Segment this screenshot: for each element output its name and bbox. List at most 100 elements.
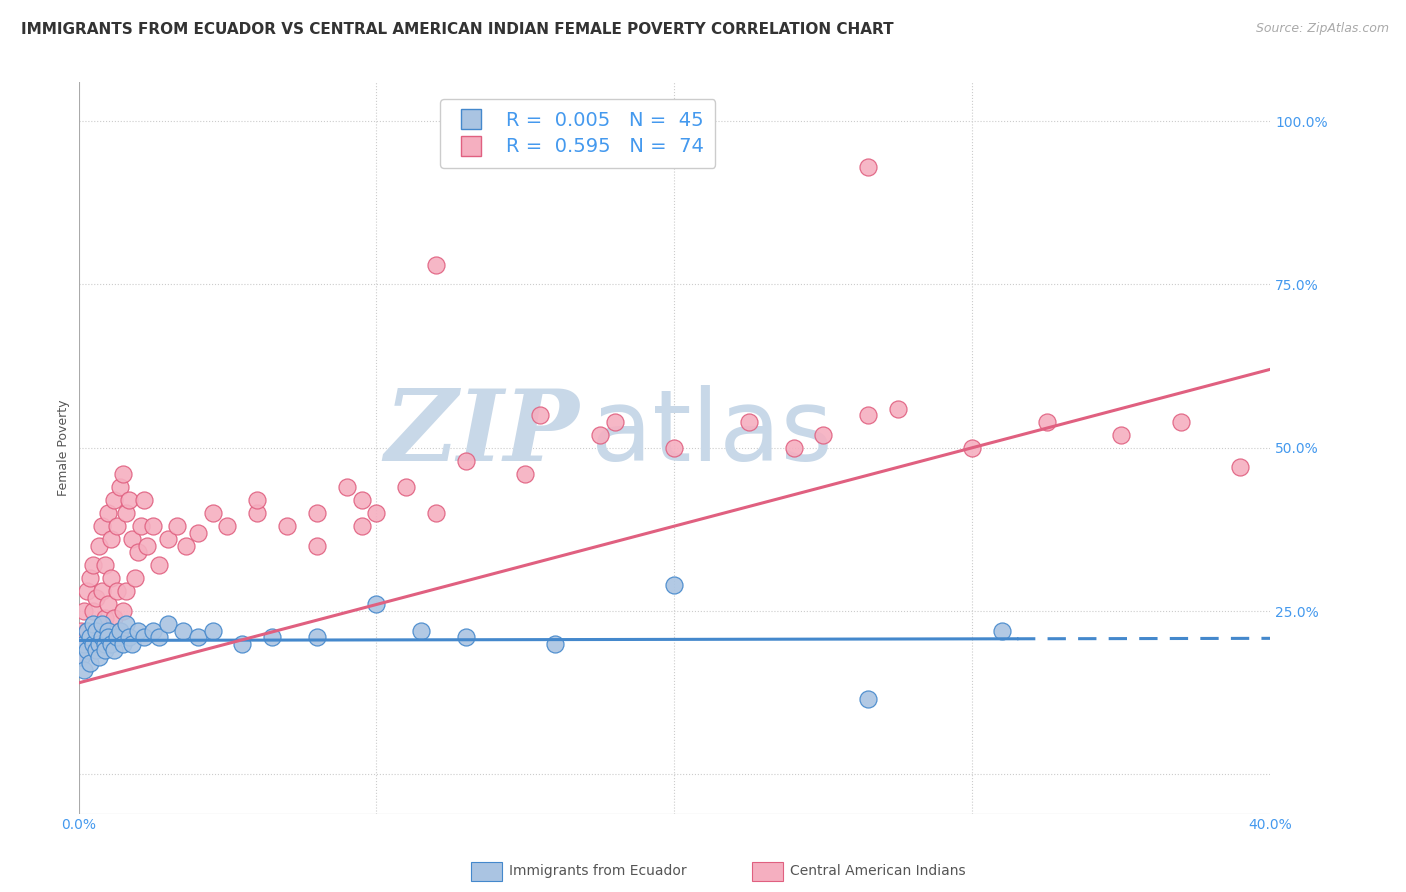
Point [94,637,117,651]
Point [105,584,128,599]
Point [79,643,101,657]
Point [136,539,159,553]
Point [97,624,120,638]
Point [112,604,135,618]
Point [97,630,120,644]
Point [115,584,138,599]
Point [100,532,122,546]
Point [121,532,143,546]
Point [411,624,433,638]
Point [70,649,93,664]
Point [76,624,98,638]
Point [91,519,114,533]
Point [112,637,135,651]
Point [97,598,120,612]
Point [529,408,551,422]
Point [454,630,477,644]
Point [1229,460,1251,475]
Text: Immigrants from Ecuador: Immigrants from Ecuador [509,864,686,879]
Point [115,617,138,632]
Point [118,493,141,508]
Point [76,643,98,657]
Point [991,624,1014,638]
Point [132,493,155,508]
Point [366,598,388,612]
Point [76,584,98,599]
Point [201,624,224,638]
Text: Source: ZipAtlas.com: Source: ZipAtlas.com [1256,22,1389,36]
Point [148,558,170,573]
Point [100,637,122,651]
Point [1170,415,1192,429]
Point [782,441,804,455]
Point [70,649,93,664]
Point [73,663,96,677]
Point [350,519,373,533]
Y-axis label: Female Poverty: Female Poverty [58,400,70,496]
Point [544,637,567,651]
Point [305,506,328,520]
Point [148,630,170,644]
Point [231,637,253,651]
Point [94,643,117,657]
Point [105,519,128,533]
Point [246,506,269,520]
Point [813,427,835,442]
Point [86,643,108,657]
Point [82,617,104,632]
Point [86,591,108,605]
Point [103,493,125,508]
Point [856,692,879,706]
Point [454,454,477,468]
Point [142,519,165,533]
Point [79,657,101,671]
Point [89,539,111,553]
Point [82,558,104,573]
Point [91,630,114,644]
Point [121,637,143,651]
Point [127,624,149,638]
Point [201,506,224,520]
Point [350,493,373,508]
Point [856,408,879,422]
Point [305,539,328,553]
Point [166,519,188,533]
Point [246,493,269,508]
Text: IMMIGRANTS FROM ECUADOR VS CENTRAL AMERICAN INDIAN FEMALE POVERTY CORRELATION CH: IMMIGRANTS FROM ECUADOR VS CENTRAL AMERI… [21,22,894,37]
Point [105,630,128,644]
Point [82,604,104,618]
Point [276,519,298,533]
Point [91,584,114,599]
Point [86,637,108,651]
Point [156,532,179,546]
Point [425,506,447,520]
Point [115,506,138,520]
Point [94,558,117,573]
Point [366,506,388,520]
Point [86,624,108,638]
Point [1109,427,1132,442]
Point [89,649,111,664]
Point [142,624,165,638]
Point [156,617,179,632]
Point [118,630,141,644]
Point [79,571,101,585]
Point [425,258,447,272]
Point [82,637,104,651]
Point [110,480,132,494]
Point [187,630,209,644]
Point [217,519,239,533]
Point [124,571,146,585]
Point [1036,415,1059,429]
Point [132,630,155,644]
Point [127,545,149,559]
Point [589,427,612,442]
Point [91,617,114,632]
Point [962,441,984,455]
Point [738,415,761,429]
Point [174,539,197,553]
Point [100,571,122,585]
Point [110,624,132,638]
Point [395,480,418,494]
Point [856,160,879,174]
